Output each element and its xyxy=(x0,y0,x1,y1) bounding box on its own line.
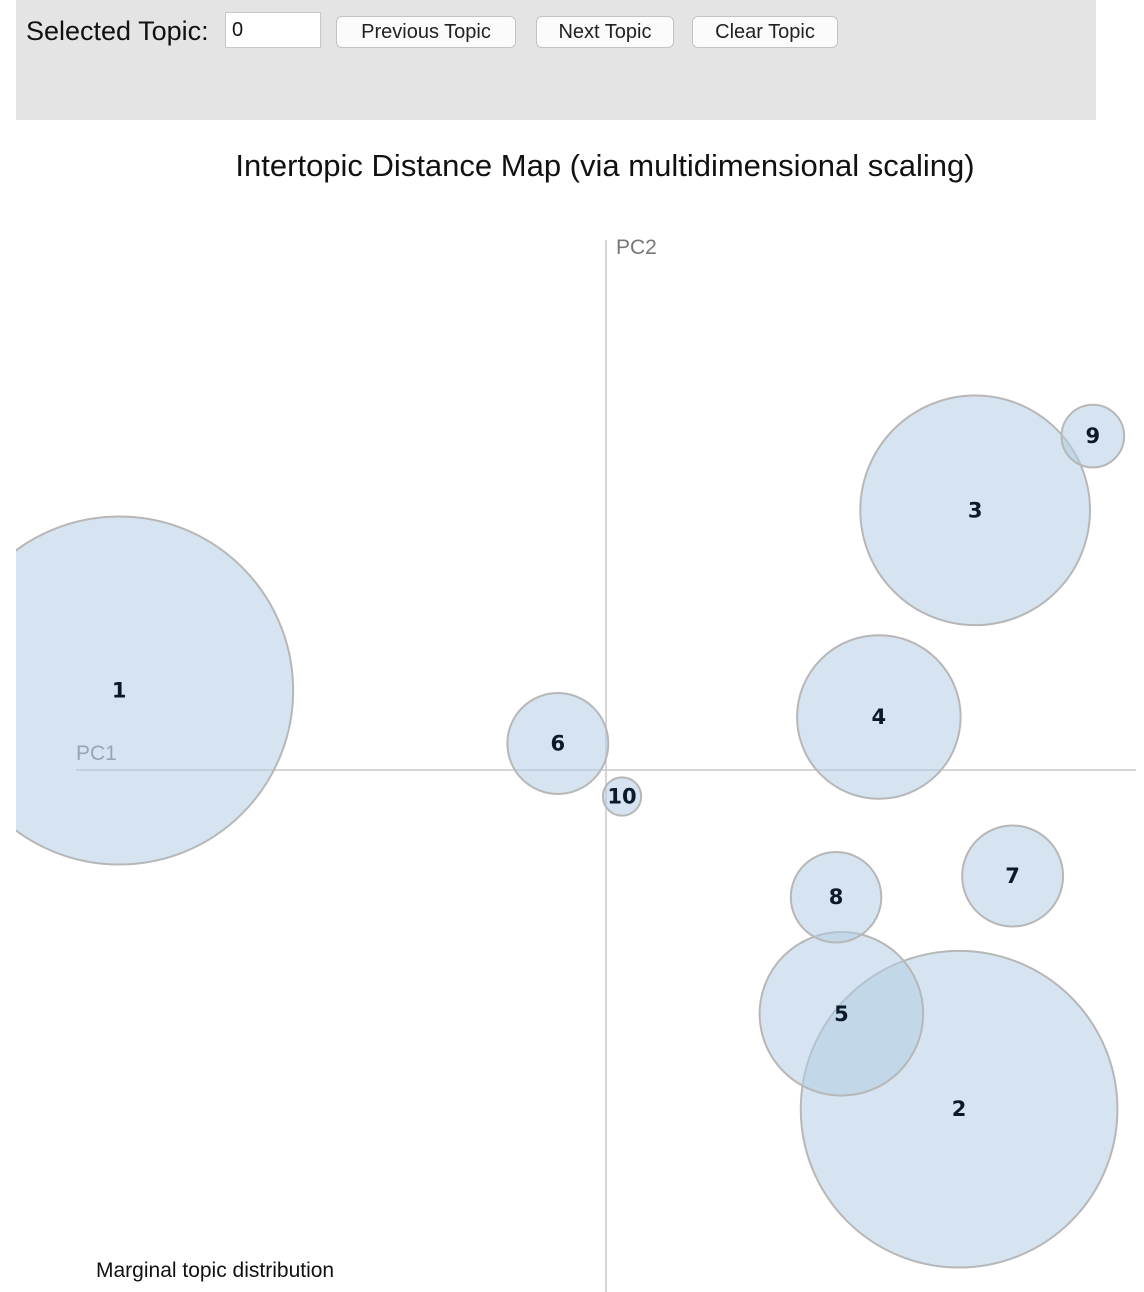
topic-bubble-label-7: 7 xyxy=(1005,864,1020,888)
topic-bubble-1[interactable] xyxy=(0,515,295,866)
previous-topic-button[interactable]: Previous Topic xyxy=(336,16,516,48)
topic-bubble-labels: 1 2 3 4 5 6 7 8 9 10 xyxy=(112,424,1100,1121)
topic-bubbles xyxy=(0,394,1126,1269)
chart-title: Intertopic Distance Map (via multidimens… xyxy=(235,148,975,183)
topic-bubble-label-1: 1 xyxy=(112,679,127,703)
topic-bubble-label-5: 5 xyxy=(834,1002,849,1026)
topic-bubble-8[interactable] xyxy=(789,850,883,944)
topic-bubble-label-6: 6 xyxy=(551,732,566,756)
topic-bubble-label-3: 3 xyxy=(968,498,983,522)
next-topic-button[interactable]: Next Topic xyxy=(536,16,674,48)
selected-topic-input[interactable] xyxy=(225,12,321,48)
marginal-topic-distribution-label: Marginal topic distribution xyxy=(96,1259,335,1282)
topic-bubble-label-2: 2 xyxy=(952,1097,967,1121)
selected-topic-label: Selected Topic: xyxy=(26,16,209,46)
topic-bubble-label-4: 4 xyxy=(872,705,887,729)
topic-bubble-3[interactable] xyxy=(859,394,1091,627)
topic-bubble-label-10: 10 xyxy=(607,785,636,809)
clear-topic-button[interactable]: Clear Topic xyxy=(692,16,838,48)
topic-controls-bar: Selected Topic: Previous Topic Next Topi… xyxy=(16,0,1096,120)
topic-bubble-10[interactable] xyxy=(601,776,643,817)
pc2-axis-label: PC2 xyxy=(616,236,657,259)
topic-bubble-4[interactable] xyxy=(796,634,962,800)
topic-bubble-7[interactable] xyxy=(961,824,1065,928)
topic-bubble-label-8: 8 xyxy=(829,885,844,909)
topic-bubble-6[interactable] xyxy=(506,692,610,795)
topic-bubble-9[interactable] xyxy=(1060,403,1126,469)
topic-bubble-label-9: 9 xyxy=(1086,424,1101,448)
